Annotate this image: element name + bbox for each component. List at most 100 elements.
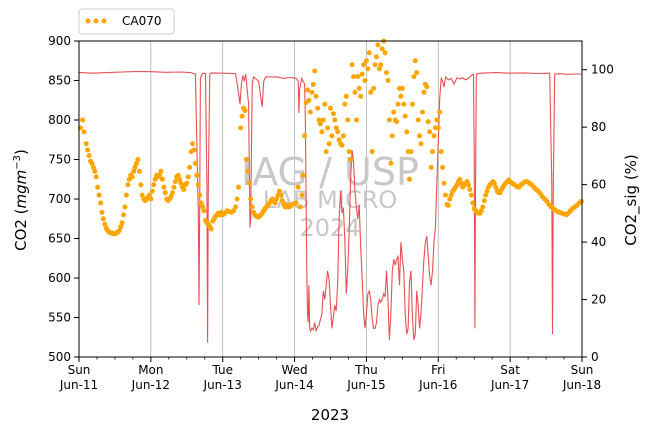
watermark-line-3: 2024 [299,214,360,242]
x-tick-label-date: Jun-13 [203,378,242,392]
co2-data-point [319,129,324,134]
co2-data-point [202,208,207,213]
co2-data-point [407,177,412,182]
co2-data-point [160,177,165,182]
x-tick-label-day: Tue [211,363,233,377]
co2-data-point [410,102,415,107]
co2-data-point [394,119,399,124]
co2-data-point [443,193,448,198]
co2-data-point [186,174,191,179]
co2-data-point [299,193,304,198]
co2-data-point [247,181,252,186]
legend-marker-dot [102,19,107,24]
co2-data-point [426,119,431,124]
co2-data-point [388,161,393,166]
co2-data-point [403,114,408,119]
co2-data-point [482,198,487,203]
co2-data-point [446,203,451,208]
legend-label-ca070: CA070 [122,14,162,28]
legend-marker-dot [94,19,99,24]
co2-data-point [278,193,283,198]
co2-data-point [341,133,346,138]
co2-data-point [436,125,441,130]
co2-data-point [374,54,379,59]
co2-data-point [194,173,199,178]
co2-data-point [308,110,313,115]
co2-data-point [245,169,250,174]
y-right-tick-label: 40 [591,235,606,249]
co2-data-point [579,199,584,204]
co2-data-point [370,149,375,154]
y-left-tick-label: 850 [48,74,71,88]
co2-data-point [416,118,421,123]
co2-data-point [94,174,99,179]
y-right-tick-label: 60 [591,178,606,192]
y-left-tick-label: 600 [48,271,71,285]
co2-data-point [151,182,156,187]
x-tick-label-day: Wed [281,363,307,377]
co2-data-point [248,197,253,202]
co2-data-point [181,187,186,192]
co2-data-point [424,84,429,89]
co2-data-point [184,181,189,186]
x-tick-label-date: Jun-15 [346,378,385,392]
co2-data-point [187,165,192,170]
co2-data-point [440,165,445,170]
x-tick-label-day: Sat [500,363,520,377]
co2-data-point [306,98,311,103]
co2-data-point [240,114,245,119]
co2-data-point [387,118,392,123]
co2-data-point [331,111,336,116]
y-left-tick-label: 500 [48,350,71,364]
co2-data-point [414,70,419,75]
co2-data-point [312,69,317,74]
co2-data-point [354,118,359,123]
co2-data-point [375,42,380,47]
co2-data-point [121,212,126,217]
co2-data-point [294,201,299,206]
co2-data-point [197,193,202,198]
co2-data-point [233,204,238,209]
co2-data-point [250,204,255,209]
x-tick-label-date: Jun-18 [562,378,601,392]
co2-data-point [82,129,87,134]
co2-data-point [348,157,353,162]
co2-data-point [420,110,425,115]
co2-data-point [466,182,471,187]
co2-data-point [324,149,329,154]
co2-data-point [100,210,105,215]
co2-data-point [413,58,418,63]
co2-data-point [371,86,376,91]
co2-data-point [432,133,437,138]
co2-data-point [209,227,214,232]
co2-data-point [170,190,175,195]
co2-data-point [439,149,444,154]
co2-data-point [417,133,422,138]
co2-data-point [158,169,163,174]
co2-data-point [351,74,356,79]
co2-data-point [137,169,142,174]
x-tick-label-date: Jun-11 [59,378,98,392]
x-tick-label-date: Jun-16 [418,378,457,392]
x-tick-label-day: Sun [571,363,594,377]
co2-data-point [364,58,369,63]
co2-data-point [401,102,406,107]
co2-data-point [85,148,90,153]
co2-data-point [434,118,439,123]
x-axis: SunJun-11MonJun-12TueJun-13WedJun-14ThuJ… [59,357,601,392]
y-axis-left: 500550600650700750800850900 [48,34,79,364]
y-right-tick-label: 80 [591,120,606,134]
co2-data-point [329,133,334,138]
co2-data-point [335,129,340,134]
co2-data-point [355,74,360,79]
co2-data-point [386,78,391,83]
co2-data-point [244,157,249,162]
y-left-tick-label: 550 [48,311,71,325]
co2-data-point [367,50,372,55]
co2-data-point [328,106,333,111]
co2-data-point [120,220,125,225]
co2-data-point [469,193,474,198]
co2-data-point [347,149,352,154]
co2-data-point [148,197,153,202]
co2-data-point [352,90,357,95]
